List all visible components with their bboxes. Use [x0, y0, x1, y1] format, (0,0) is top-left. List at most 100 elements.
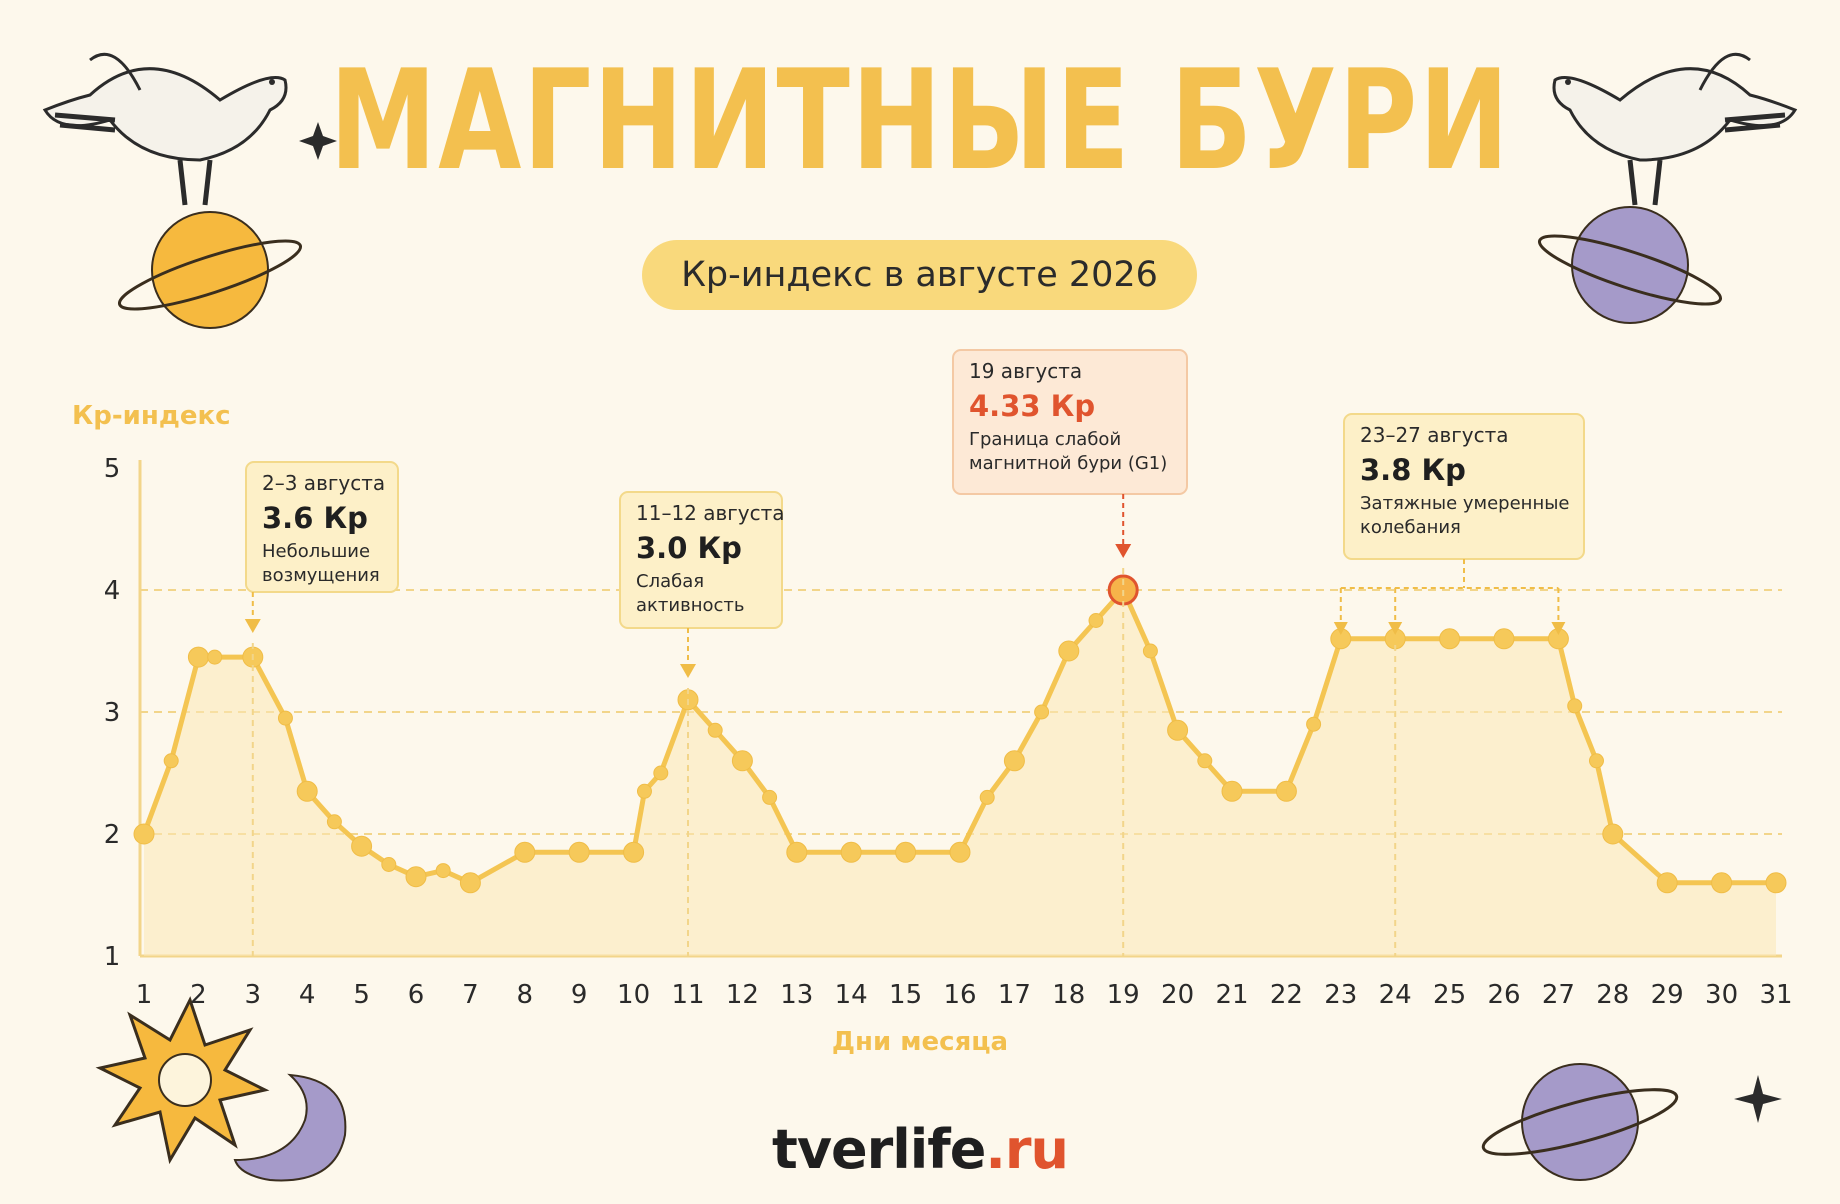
data-point [1167, 719, 1189, 741]
annotation-arrow [244, 619, 261, 633]
x-tick-label: 14 [835, 980, 868, 1010]
data-point [1588, 753, 1604, 769]
x-tick-label: 6 [408, 980, 425, 1010]
data-point [1439, 628, 1461, 650]
data-point [1197, 753, 1213, 769]
data-point [623, 841, 645, 863]
annotation-box [619, 491, 783, 629]
annotation-text: Граница слабой [969, 429, 1121, 450]
annotation-text: магнитной бури (G1) [969, 453, 1167, 474]
data-point [514, 841, 536, 863]
annotation-text: Небольшие [262, 541, 370, 562]
annotation-value: 4.33 Кр [969, 389, 1095, 423]
annotation-box [245, 461, 399, 593]
data-point [1088, 613, 1104, 628]
x-tick-label: 3 [245, 980, 262, 1010]
x-tick-label: 4 [299, 980, 316, 1010]
data-point [381, 857, 397, 872]
x-tick-label: 9 [571, 980, 588, 1010]
data-point [351, 835, 373, 857]
data-point [277, 710, 293, 726]
sun-illustration [95, 996, 270, 1165]
annotation-text: Слабая [636, 571, 704, 592]
x-tick-label: 31 [1759, 980, 1792, 1010]
x-tick-label: 30 [1705, 980, 1738, 1010]
series-area [144, 590, 1776, 956]
annotation-text: возмущения [262, 565, 380, 586]
x-tick-label: 26 [1487, 980, 1520, 1010]
data-point [326, 814, 342, 830]
chart-subtitle-badge: Кр-индекс в августе 2026 [642, 240, 1197, 310]
data-point [731, 750, 753, 772]
data-point [133, 823, 155, 845]
x-tick-label: 15 [889, 980, 922, 1010]
bird-illustration-left [42, 52, 303, 329]
data-point [296, 780, 318, 802]
data-point [979, 789, 995, 805]
x-tick-label: 27 [1542, 980, 1575, 1010]
x-tick-label: 2 [190, 980, 207, 1010]
data-point [568, 841, 590, 863]
brand-name: tverlife [772, 1118, 986, 1181]
annotation-box [952, 349, 1188, 495]
data-point [1221, 780, 1243, 802]
x-tick-label: 19 [1107, 980, 1140, 1010]
annotation-arrow [1115, 544, 1132, 558]
data-point [163, 753, 179, 769]
data-point [1567, 698, 1583, 714]
annotation-value: 3.0 Кр [636, 531, 742, 565]
annotation-text: активность [636, 595, 744, 616]
x-tick-label: 21 [1215, 980, 1248, 1010]
data-point [1275, 780, 1297, 802]
x-tick-label: 10 [617, 980, 650, 1010]
x-tick-label: 29 [1651, 980, 1684, 1010]
data-point [1142, 643, 1158, 659]
data-point [949, 841, 971, 863]
annotation-arrow [1388, 622, 1403, 635]
brand-logo: tverlife.ru [0, 1118, 1840, 1181]
annotation-date: 23–27 августа [1360, 423, 1509, 447]
x-tick-label: 8 [517, 980, 534, 1010]
data-point [1306, 716, 1322, 732]
data-point [405, 866, 427, 888]
x-tick-label: 25 [1433, 980, 1466, 1010]
data-point [762, 789, 778, 805]
x-tick-label: 11 [671, 980, 704, 1010]
y-tick-label: 5 [104, 454, 121, 484]
moon-illustration [233, 1073, 347, 1182]
annotation-text: Затяжные умеренные [1360, 493, 1570, 514]
x-tick-label: 17 [998, 980, 1031, 1010]
data-point [459, 872, 481, 894]
annotation-arrow [1333, 622, 1348, 635]
x-tick-label: 16 [943, 980, 976, 1010]
annotation-date: 19 августа [969, 359, 1082, 383]
data-point [1034, 704, 1050, 720]
x-tick-label: 18 [1052, 980, 1085, 1010]
x-tick-label: 22 [1270, 980, 1303, 1010]
data-point [1656, 872, 1678, 894]
brand-tld: .ru [985, 1118, 1069, 1181]
data-point [187, 646, 209, 668]
x-tick-label: 5 [353, 980, 370, 1010]
data-point [786, 841, 808, 863]
y-axis-label: Кр-индекс [72, 401, 231, 431]
x-axis-label: Дни месяца [832, 1027, 1008, 1057]
x-tick-label: 28 [1596, 980, 1629, 1010]
sparkle-icon [1734, 1075, 1782, 1123]
page-title: МАГНИТНЫЕ БУРИ [329, 40, 1511, 201]
data-point [1058, 640, 1080, 662]
x-tick-label: 7 [462, 980, 479, 1010]
data-point [840, 841, 862, 863]
annotation-arrow [1551, 622, 1566, 635]
x-tick-label: 1 [136, 980, 153, 1010]
y-tick-label: 2 [104, 820, 121, 850]
data-point [1003, 750, 1025, 772]
planet-illustration [1481, 1063, 1679, 1181]
data-point [895, 841, 917, 863]
sparkle-icon [299, 122, 337, 160]
x-tick-label: 20 [1161, 980, 1194, 1010]
annotation-arrow [680, 664, 696, 678]
data-point [707, 722, 723, 738]
bird-illustration-right [1537, 52, 1798, 324]
data-point [207, 649, 223, 665]
